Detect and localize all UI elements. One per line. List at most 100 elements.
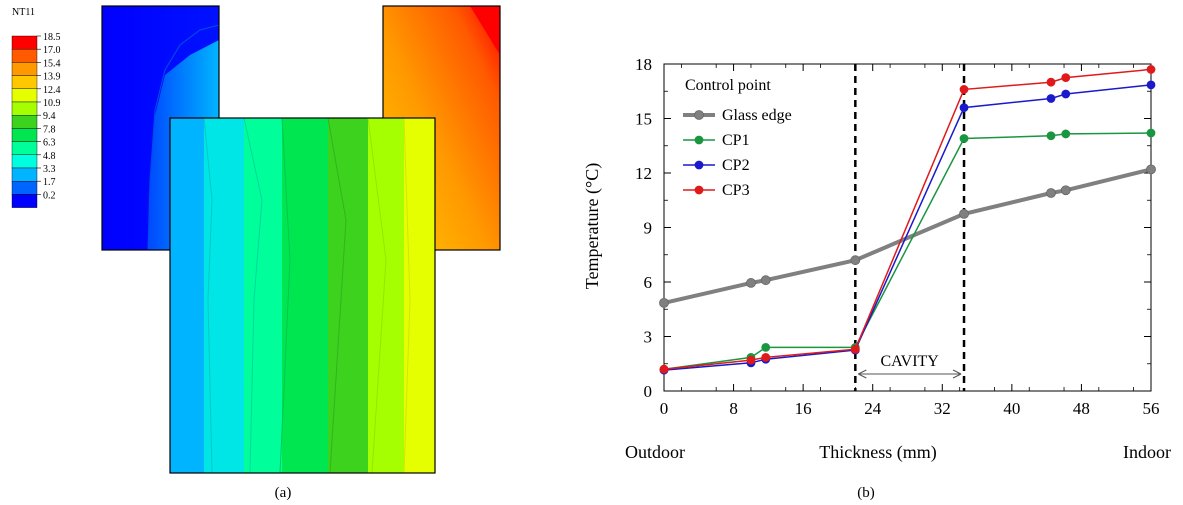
data-point xyxy=(1061,129,1071,139)
data-point xyxy=(1146,164,1156,175)
x-tick-label: 56 xyxy=(1143,399,1160,418)
legend-labels: 18.5 17.0 15.4 13.9 12.4 10.9 9.4 7.8 6.3 4.8 3.3 1… xyxy=(37,32,61,201)
data-point xyxy=(850,344,860,354)
y-tick-label: 6 xyxy=(644,273,653,292)
legend-swatch xyxy=(11,114,38,129)
x-tick-label: 48 xyxy=(1073,399,1090,418)
x-axis-ticks: 0 8 16 24 32 40 48 56 xyxy=(660,64,1160,418)
series-line-glass-edge xyxy=(663,167,1152,305)
data-point xyxy=(1060,185,1071,196)
data-point xyxy=(1146,80,1156,90)
legend-level-label: 12.4 xyxy=(43,85,61,96)
data-point xyxy=(1046,188,1056,198)
legend-swatch xyxy=(11,128,38,142)
legend-swatch xyxy=(11,167,38,182)
legend-level-label: 4.8 xyxy=(43,151,56,162)
legend-level-label: 9.4 xyxy=(43,111,56,122)
series-line-cp2 xyxy=(663,84,1152,371)
legend-level-label: 6.3 xyxy=(43,138,56,149)
legend-swatch xyxy=(11,88,38,103)
series-line-cp3 xyxy=(663,68,1152,370)
data-point xyxy=(959,103,969,112)
data-point xyxy=(1046,94,1056,103)
legend-level-label: 10.9 xyxy=(43,98,61,109)
y-axis-ticks: 0 3 6 9 12 15 18 xyxy=(635,55,1151,401)
data-point xyxy=(746,358,756,368)
legend-swatch xyxy=(11,101,38,116)
x-tick-label: 40 xyxy=(1003,399,1020,418)
legend-level-label: 13.9 xyxy=(43,72,61,83)
legend-swatch xyxy=(11,180,38,195)
y-tick-label: 15 xyxy=(635,110,652,129)
x-tick-label: 8 xyxy=(729,399,738,418)
contour-legend: NT11 18.5 17.0 15.4 13.9 12.4 10.9 9.4 7.8 6.3 4.… xyxy=(11,7,61,208)
legend-swatch xyxy=(11,49,38,63)
data-point xyxy=(761,354,771,364)
legend-marker xyxy=(694,110,704,120)
legend-swatch xyxy=(11,35,38,50)
legend-title: NT11 xyxy=(12,7,35,18)
x-end-label-left: Outdoor xyxy=(625,442,685,462)
center-spacer-region xyxy=(169,117,436,474)
data-point xyxy=(1046,131,1056,141)
series-layer xyxy=(659,65,1156,375)
x-tick-label: 32 xyxy=(934,399,951,418)
data-point xyxy=(850,342,860,352)
legend-level-label: 1.7 xyxy=(43,177,56,188)
y-tick-label: 0 xyxy=(644,382,653,401)
y-tick-label: 9 xyxy=(644,219,653,238)
legend-marker xyxy=(694,135,704,145)
data-point xyxy=(761,352,771,362)
panel-a-caption: (a) xyxy=(275,485,292,501)
panel-b-caption: (b) xyxy=(857,485,875,501)
data-point xyxy=(746,355,756,365)
y-tick-label: 3 xyxy=(644,328,653,347)
data-point xyxy=(1146,65,1156,74)
x-axis-label: Thickness (mm) xyxy=(819,442,936,463)
legend-level-label: 18.5 xyxy=(43,32,61,43)
legend-entry-label: CP2 xyxy=(722,157,750,174)
x-tick-label: 24 xyxy=(864,399,882,418)
data-point xyxy=(659,365,669,375)
legend-level-label: 7.8 xyxy=(43,124,56,135)
data-point xyxy=(761,342,771,352)
legend-marker xyxy=(694,160,704,170)
cavity-label: CAVITY xyxy=(880,353,939,370)
data-point xyxy=(1146,128,1156,138)
legend-level-label: 3.3 xyxy=(43,164,56,175)
legend-swatch xyxy=(11,141,38,156)
plot-frame xyxy=(663,63,1152,392)
data-point xyxy=(659,364,669,374)
data-point xyxy=(659,297,669,308)
legend-entry-label: CP3 xyxy=(722,182,750,199)
legend-level-label: 0.2 xyxy=(43,190,56,201)
data-point xyxy=(850,345,860,355)
data-point xyxy=(959,134,969,143)
data-point xyxy=(850,255,861,266)
legend-entry-label: Glass edge xyxy=(722,107,792,124)
data-point xyxy=(746,352,756,362)
data-point xyxy=(1061,73,1071,83)
legend-swatches xyxy=(11,35,38,208)
data-point xyxy=(959,208,969,219)
chart-legend: Control point Glass edge CP1 CP2 CP3 xyxy=(683,77,792,199)
legend-level-label: 15.4 xyxy=(43,58,61,69)
y-tick-label: 18 xyxy=(635,55,652,74)
legend-swatch xyxy=(11,194,38,208)
legend-swatch xyxy=(11,75,38,89)
cavity-markers: CAVITY xyxy=(854,64,966,391)
x-end-label-right: Indoor xyxy=(1123,442,1171,462)
data-point xyxy=(1061,89,1071,99)
series-line-cp1 xyxy=(663,132,1152,370)
legend-title: Control point xyxy=(685,77,771,94)
data-point xyxy=(959,85,969,94)
y-tick-label: 12 xyxy=(635,164,652,183)
data-point xyxy=(1046,77,1056,87)
legend-swatch xyxy=(11,62,38,76)
data-point xyxy=(746,278,756,288)
legend-entry-label: CP1 xyxy=(722,132,750,149)
x-tick-label: 16 xyxy=(795,399,812,418)
data-point xyxy=(760,275,771,286)
legend-swatch xyxy=(11,154,38,169)
legend-level-label: 17.0 xyxy=(43,45,61,56)
